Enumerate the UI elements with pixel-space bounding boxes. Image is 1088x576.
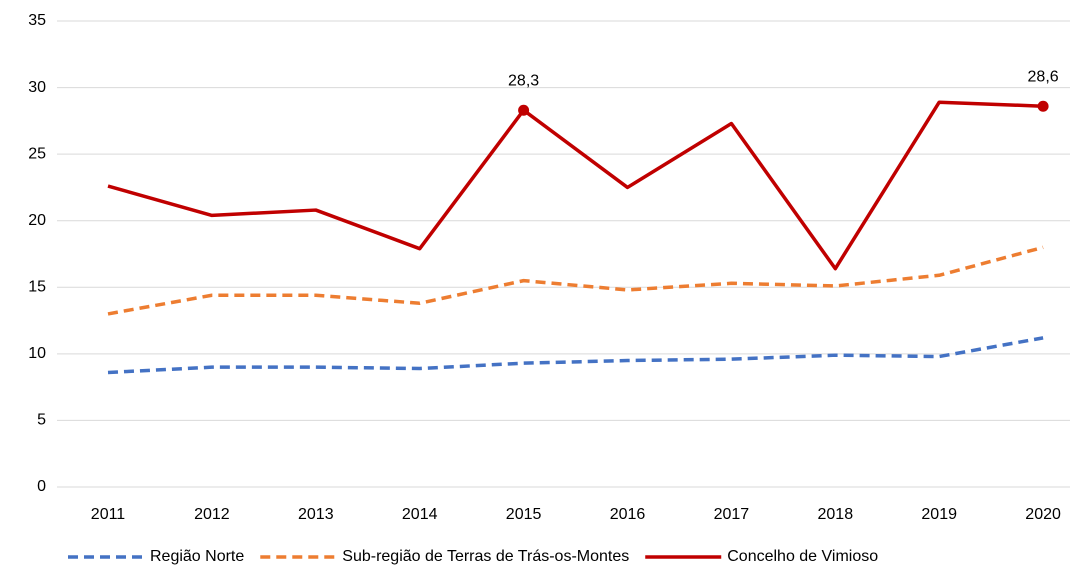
- data-label: 28,3: [508, 72, 539, 89]
- x-tick-label: 2011: [91, 506, 126, 523]
- point-marker: [1037, 100, 1049, 112]
- y-tick-label: 15: [28, 279, 46, 296]
- x-tick-label: 2018: [818, 506, 854, 523]
- series-line: [107, 245, 1044, 316]
- y-tick-label: 20: [28, 212, 46, 229]
- x-tick-label: 2019: [921, 506, 957, 523]
- series-line: [107, 336, 1044, 375]
- y-tick-label: 35: [28, 12, 46, 29]
- x-tick-label: 2014: [402, 506, 438, 523]
- x-tick-label: 2016: [610, 506, 646, 523]
- x-tick-label: 2012: [194, 506, 230, 523]
- legend-label: Sub-região de Terras de Trás-os-Montes: [342, 548, 629, 565]
- x-tick-label: 2015: [506, 506, 542, 523]
- legend-label: Concelho de Vimioso: [727, 548, 878, 565]
- data-label: 28,6: [1028, 68, 1059, 85]
- series-line: [107, 100, 1044, 271]
- point-marker: [518, 104, 530, 116]
- y-tick-label: 25: [28, 145, 46, 162]
- y-tick-label: 5: [37, 412, 46, 429]
- y-tick-label: 10: [28, 345, 46, 362]
- x-tick-label: 2020: [1025, 506, 1061, 523]
- y-tick-label: 0: [37, 478, 46, 495]
- legend-label: Região Norte: [150, 548, 244, 565]
- y-tick-label: 30: [28, 79, 46, 96]
- x-tick-label: 2013: [298, 506, 334, 523]
- x-tick-label: 2017: [714, 506, 750, 523]
